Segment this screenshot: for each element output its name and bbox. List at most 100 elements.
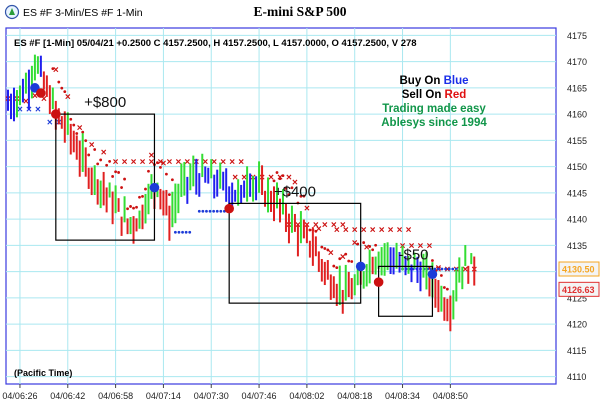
buy-stop-dot bbox=[440, 267, 444, 271]
sell-stop-dot bbox=[72, 123, 76, 127]
buy-stop-dot bbox=[188, 230, 192, 234]
tab-label: ES #F 3-Min/ES #F 1-Min bbox=[23, 7, 143, 19]
sell-stop-x: × bbox=[241, 173, 247, 184]
plot-area bbox=[5, 27, 557, 385]
x-tick-label: 04/07:46 bbox=[242, 391, 277, 401]
sell-stop-dot bbox=[147, 169, 150, 173]
legend-buy: Buy On Blue bbox=[399, 75, 468, 87]
sell-stop-x: × bbox=[462, 265, 468, 276]
sell-stop-x: × bbox=[444, 265, 450, 276]
sell-stop-x: × bbox=[220, 157, 226, 168]
sell-stop-dot bbox=[442, 286, 446, 289]
sell-stop-dot bbox=[132, 206, 135, 210]
sell-stop-x: × bbox=[89, 140, 95, 151]
sell-stop-dot bbox=[126, 207, 129, 211]
sell-stop-dot bbox=[105, 163, 109, 167]
sell-stop-dot bbox=[308, 228, 312, 232]
sell-stop-dot bbox=[69, 117, 73, 121]
sell-signal-dot bbox=[224, 203, 234, 214]
sell-stop-dot bbox=[168, 193, 171, 197]
buy-stop-x: × bbox=[17, 104, 23, 115]
sell-stop-dot bbox=[323, 247, 327, 250]
sell-stop-x: × bbox=[340, 252, 346, 263]
sell-stop-dot bbox=[75, 132, 79, 135]
x-tick-label: 04/06:58 bbox=[98, 391, 133, 401]
sell-stop-dot bbox=[374, 243, 378, 247]
buy-stop-dot bbox=[437, 267, 440, 271]
sell-stop-dot bbox=[332, 264, 336, 268]
sell-signal-dot bbox=[51, 109, 61, 119]
sell-stop-dot bbox=[356, 242, 360, 246]
sell-stop-x: × bbox=[397, 225, 403, 236]
buy-stop-dot bbox=[184, 230, 188, 234]
buy-stop-dot bbox=[451, 267, 455, 271]
sell-stop-x: × bbox=[334, 225, 340, 236]
sell-stop-dot bbox=[338, 257, 342, 261]
sell-stop-dot bbox=[290, 186, 294, 190]
sell-stop-x: × bbox=[343, 225, 349, 236]
buy-stop-dot bbox=[201, 209, 205, 213]
sell-stop-x: × bbox=[202, 157, 208, 168]
trade-box bbox=[55, 113, 156, 241]
sell-stop-x: × bbox=[370, 225, 376, 236]
sell-stop-dot bbox=[302, 194, 306, 198]
sell-stop-x: × bbox=[184, 157, 190, 168]
sell-stop-x: × bbox=[406, 225, 412, 236]
triangle-icon bbox=[9, 8, 15, 15]
sell-stop-dot bbox=[159, 165, 162, 169]
trade-boxes: +$800 +$400 -$50 bbox=[55, 94, 434, 317]
sell-stop-x: × bbox=[352, 238, 358, 249]
trade-box bbox=[378, 265, 434, 317]
sell-stop-dot bbox=[123, 177, 126, 181]
sell-stop-x: × bbox=[161, 158, 167, 169]
sell-stop-x: × bbox=[41, 94, 47, 105]
buy-stop-x: × bbox=[35, 104, 41, 115]
sell-stop-dot bbox=[141, 195, 144, 198]
tab-button[interactable]: ES #F 3-Min/ES #F 1-Min bbox=[4, 4, 143, 20]
sell-stop-dot bbox=[51, 67, 55, 71]
sell-stop-dot bbox=[96, 162, 100, 166]
y-tick-label: 4135 bbox=[567, 241, 587, 251]
sell-stop-dot bbox=[81, 130, 85, 134]
sell-stop-dot bbox=[63, 90, 67, 94]
buy-stop-dot bbox=[177, 230, 181, 234]
x-tick-label: 04/06:26 bbox=[2, 391, 37, 401]
sell-stop-x: × bbox=[295, 220, 301, 231]
sell-stop-dot bbox=[156, 161, 159, 165]
x-axis-ticks: 04/06:26 04/06:42 04/06:58 04/07:14 04/07:30… bbox=[2, 384, 468, 401]
sell-stop-x: × bbox=[53, 65, 59, 76]
sell-stop-dot bbox=[299, 194, 303, 198]
sell-stop-x: × bbox=[352, 225, 358, 236]
sell-stop-x: × bbox=[229, 157, 235, 168]
buy-stop-dot bbox=[197, 209, 201, 213]
sell-stop-x: × bbox=[277, 173, 283, 184]
sell-stop-x: × bbox=[292, 178, 298, 189]
buy-stop-dot bbox=[208, 209, 212, 213]
sell-stop-dot bbox=[120, 186, 123, 189]
sell-stop-x: × bbox=[113, 157, 119, 168]
sell-stop-x: × bbox=[304, 203, 310, 214]
legend-line3: Trading made easy bbox=[382, 103, 486, 115]
trade-label: +$800 bbox=[84, 94, 126, 111]
sell-stop-dot bbox=[368, 245, 372, 248]
sell-stop-dot bbox=[117, 171, 120, 174]
sell-stop-dot bbox=[275, 171, 279, 174]
sell-stop-x: × bbox=[418, 241, 424, 252]
legend-sell: Sell On Red bbox=[402, 89, 467, 101]
sell-stop-x: × bbox=[175, 157, 181, 168]
sell-stop-dot bbox=[314, 229, 318, 233]
sell-stop-x: × bbox=[238, 157, 244, 168]
sell-signal-dot bbox=[36, 88, 46, 98]
sell-stop-dot bbox=[347, 259, 351, 263]
sell-stop-dot bbox=[326, 248, 330, 252]
sell-stop-dot bbox=[165, 172, 168, 176]
sell-stop-dot bbox=[320, 245, 324, 249]
y-tick-label: 4145 bbox=[567, 188, 587, 198]
y-tick-label: 4120 bbox=[567, 320, 587, 330]
sell-stop-x: × bbox=[158, 157, 164, 168]
trade-label: +$400 bbox=[274, 183, 316, 200]
buy-stop-dot bbox=[173, 230, 177, 234]
sell-stop-x: × bbox=[77, 123, 83, 134]
info-line: ES #F [1-Min] 05/04/21 +0.2500 C 4157.25… bbox=[14, 38, 417, 49]
